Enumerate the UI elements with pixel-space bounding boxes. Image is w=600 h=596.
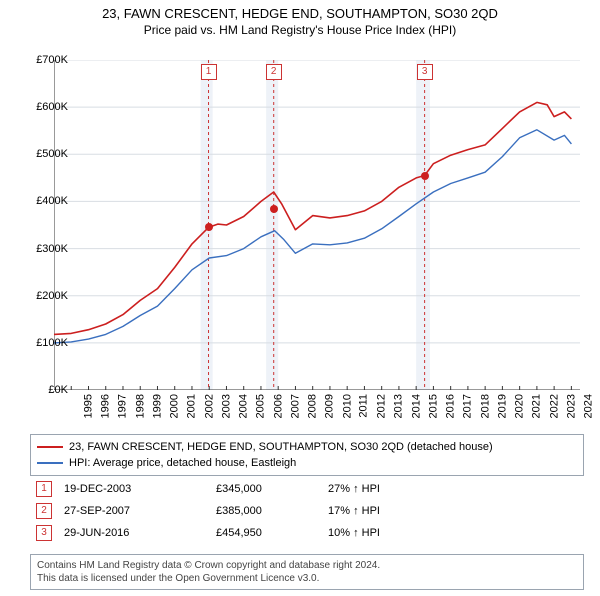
sale-price: £454,950 [216, 527, 316, 539]
sale-marker-2: 2 [266, 64, 282, 80]
x-tick-label: 2017 [462, 394, 474, 418]
sale-marker-3: 3 [417, 64, 433, 80]
x-tick-label: 2022 [548, 394, 560, 418]
x-tick-label: 2020 [514, 394, 526, 418]
x-tick-label: 2002 [203, 394, 215, 418]
sale-row: 3 29-JUN-2016 £454,950 10% ↑ HPI [30, 522, 570, 544]
x-tick-label: 2008 [307, 394, 319, 418]
sale-row-marker: 3 [36, 525, 52, 541]
legend-label: 23, FAWN CRESCENT, HEDGE END, SOUTHAMPTO… [69, 439, 493, 455]
chart-subtitle: Price paid vs. HM Land Registry's House … [0, 23, 600, 37]
legend-swatch [37, 446, 63, 448]
legend-swatch [37, 462, 63, 464]
legend: 23, FAWN CRESCENT, HEDGE END, SOUTHAMPTO… [30, 434, 584, 476]
sale-dot-3 [421, 172, 429, 180]
sale-row: 2 27-SEP-2007 £385,000 17% ↑ HPI [30, 500, 570, 522]
x-tick-label: 2024 [583, 394, 595, 418]
y-tick-label: £600K [20, 101, 68, 113]
attribution-line-2: This data is licensed under the Open Gov… [37, 572, 577, 585]
sale-date: 19-DEC-2003 [64, 483, 204, 495]
x-tick-label: 2006 [272, 394, 284, 418]
y-tick-label: £0K [20, 384, 68, 396]
x-tick-label: 2012 [376, 394, 388, 418]
chart-container: 23, FAWN CRESCENT, HEDGE END, SOUTHAMPTO… [0, 6, 600, 596]
sale-row: 1 19-DEC-2003 £345,000 27% ↑ HPI [30, 478, 570, 500]
x-tick-label: 1996 [100, 394, 112, 418]
x-tick-label: 2013 [393, 394, 405, 418]
x-tick-label: 2016 [445, 394, 457, 418]
sale-date: 29-JUN-2016 [64, 527, 204, 539]
sale-date: 27-SEP-2007 [64, 505, 204, 517]
x-tick-label: 1999 [151, 394, 163, 418]
sale-diff: 27% ↑ HPI [328, 483, 448, 495]
sale-dot-2 [270, 205, 278, 213]
x-tick-label: 2000 [169, 394, 181, 418]
attribution: Contains HM Land Registry data © Crown c… [30, 554, 584, 590]
sale-price: £345,000 [216, 483, 316, 495]
x-tick-label: 2003 [220, 394, 232, 418]
x-tick-label: 1995 [82, 394, 94, 418]
chart-plot-area [54, 60, 580, 390]
x-tick-label: 2015 [427, 394, 439, 418]
x-tick-label: 2010 [341, 394, 353, 418]
sale-dot-1 [205, 223, 213, 231]
sale-marker-1: 1 [201, 64, 217, 80]
x-tick-label: 2007 [289, 394, 301, 418]
x-tick-label: 2005 [255, 394, 267, 418]
y-tick-label: £300K [20, 243, 68, 255]
legend-item: 23, FAWN CRESCENT, HEDGE END, SOUTHAMPTO… [37, 439, 577, 455]
x-tick-label: 2014 [410, 394, 422, 418]
attribution-line-1: Contains HM Land Registry data © Crown c… [37, 559, 577, 572]
chart-svg [54, 60, 580, 390]
chart-title: 23, FAWN CRESCENT, HEDGE END, SOUTHAMPTO… [0, 6, 600, 21]
sales-table: 1 19-DEC-2003 £345,000 27% ↑ HPI 2 27-SEP-200… [30, 478, 570, 544]
x-tick-label: 2001 [186, 394, 198, 418]
y-tick-label: £700K [20, 54, 68, 66]
sale-row-marker: 2 [36, 503, 52, 519]
sale-price: £385,000 [216, 505, 316, 517]
x-tick-label: 1998 [134, 394, 146, 418]
legend-label: HPI: Average price, detached house, East… [69, 455, 296, 471]
x-tick-label: 2011 [358, 394, 370, 418]
x-tick-label: 2023 [565, 394, 577, 418]
x-tick-label: 2019 [496, 394, 508, 418]
x-tick-label: 2009 [324, 394, 336, 418]
x-tick-label: 2018 [479, 394, 491, 418]
sale-row-marker: 1 [36, 481, 52, 497]
y-tick-label: £400K [20, 195, 68, 207]
y-tick-label: £200K [20, 290, 68, 302]
x-tick-label: 2021 [531, 394, 543, 418]
x-tick-label: 1997 [117, 394, 129, 418]
legend-item: HPI: Average price, detached house, East… [37, 455, 577, 471]
y-tick-label: £500K [20, 148, 68, 160]
sale-diff: 10% ↑ HPI [328, 527, 448, 539]
sale-diff: 17% ↑ HPI [328, 505, 448, 517]
y-tick-label: £100K [20, 337, 68, 349]
x-tick-label: 2004 [238, 394, 250, 418]
